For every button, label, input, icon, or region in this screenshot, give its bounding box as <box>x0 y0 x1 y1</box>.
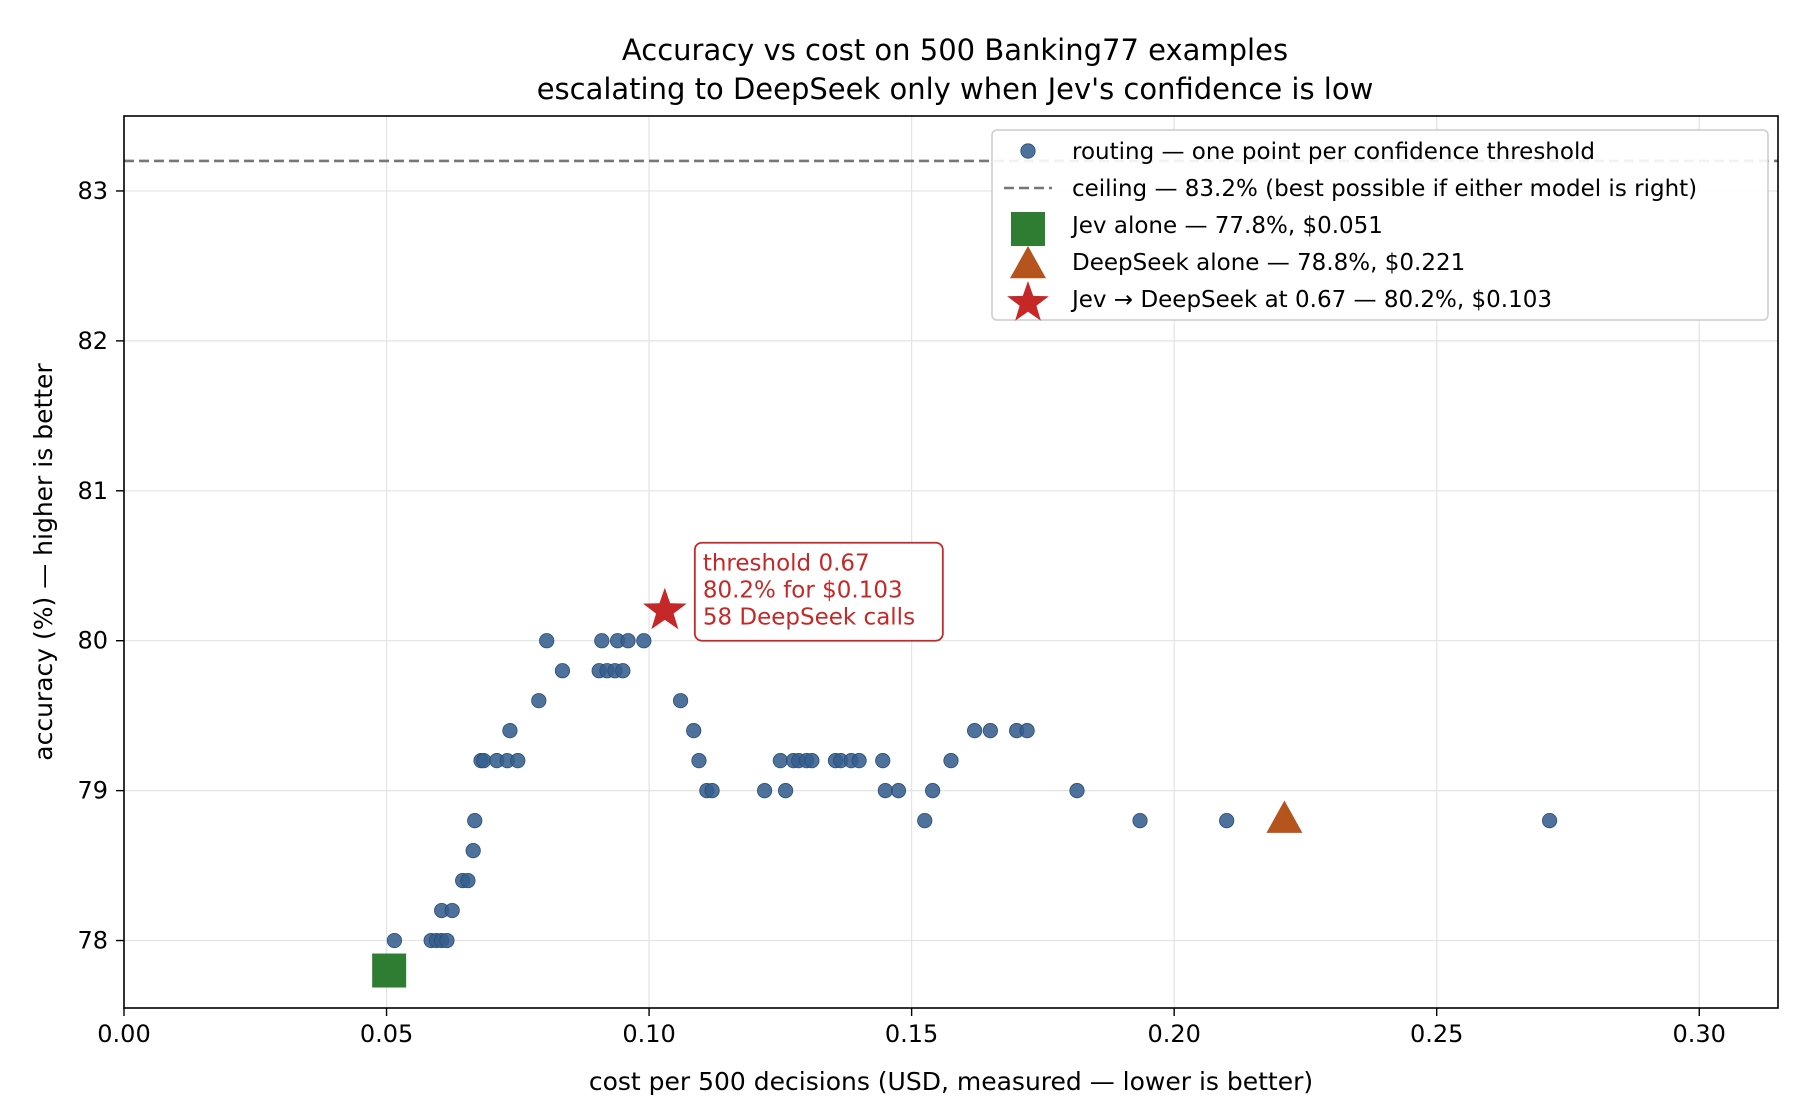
jev-alone-marker <box>372 953 407 988</box>
routing-point <box>672 693 689 709</box>
routing-point <box>875 753 891 769</box>
routing-point <box>925 783 941 799</box>
legend-label: Jev alone — 77.8%, $0.051 <box>1070 213 1383 239</box>
legend-jev-icon <box>1011 212 1045 246</box>
routing-point <box>691 753 707 769</box>
routing-point <box>502 723 518 739</box>
routing-point <box>943 753 959 769</box>
routing-point <box>686 723 702 739</box>
x-tick-label: 0.20 <box>1147 1020 1200 1048</box>
routing-point <box>467 813 483 829</box>
legend-star-icon <box>1007 281 1049 321</box>
routing-point <box>851 753 867 769</box>
deepseek-alone-marker <box>1266 800 1303 833</box>
routing-point <box>1069 783 1085 799</box>
routing-point <box>967 723 983 739</box>
routing-point <box>539 633 555 649</box>
x-axis-label: cost per 500 decisions (USD, measured — … <box>589 1067 1313 1096</box>
y-tick-label: 82 <box>77 327 108 355</box>
y-tick-label: 79 <box>77 777 108 805</box>
routing-point <box>510 753 526 769</box>
legend-label: routing — one point per confidence thres… <box>1072 139 1595 165</box>
chart-subtitle: escalating to DeepSeek only when Jev's c… <box>537 72 1374 106</box>
y-tick-label: 78 <box>77 927 108 955</box>
routing-point <box>917 813 933 829</box>
routing-point <box>777 783 794 799</box>
routing-point <box>877 783 893 799</box>
x-tick-label: 0.25 <box>1410 1020 1463 1048</box>
axis-ticks: 0.00 0.05 0.10 0.15 0.20 0.25 0.30 78 79 80 81 82 83 <box>77 177 1726 1048</box>
legend-label: DeepSeek alone — 78.8%, $0.221 <box>1072 250 1465 276</box>
routing-point <box>704 783 720 799</box>
routing-point <box>554 663 571 679</box>
x-tick-label: 0.00 <box>97 1020 150 1048</box>
annotation-text: threshold 0.67 <box>703 551 870 577</box>
y-tick-label: 81 <box>77 477 108 505</box>
routing-point <box>982 723 998 739</box>
routing-point <box>1019 723 1035 739</box>
routing-point <box>439 932 455 949</box>
routing-point <box>756 783 773 799</box>
routing-point <box>465 842 481 859</box>
y-tick-label: 80 <box>77 627 108 655</box>
routing-point <box>444 902 460 919</box>
routing-point <box>636 633 652 649</box>
y-tick-label: 83 <box>77 177 108 205</box>
routing-point <box>615 663 631 679</box>
x-tick-label: 0.30 <box>1673 1020 1726 1048</box>
routing-point <box>476 753 492 769</box>
routing-point <box>460 872 476 889</box>
routing-point <box>772 753 788 769</box>
y-axis-label: accuracy (%) — higher is better <box>29 363 58 761</box>
routing-point <box>890 783 907 799</box>
routing-point <box>1132 813 1148 829</box>
combined-star-marker <box>643 587 687 630</box>
routing-point <box>620 633 636 649</box>
legend: routing — one point per confidence thres… <box>991 129 1769 321</box>
legend-box <box>991 129 1769 321</box>
plot-frame <box>123 115 1779 1009</box>
x-tick-label: 0.05 <box>360 1020 413 1048</box>
annotation-text: 80.2% for $0.103 <box>703 578 903 604</box>
routing-point <box>804 753 820 769</box>
routing-point <box>1219 813 1235 829</box>
legend-label: ceiling — 83.2% (best possible if either… <box>1072 176 1697 202</box>
annotation-text: 58 DeepSeek calls <box>703 605 915 631</box>
legend-deepseek-icon <box>1010 245 1046 279</box>
routing-point <box>531 693 547 709</box>
legend-label: Jev → DeepSeek at 0.67 — 80.2%, $0.103 <box>1070 287 1552 313</box>
x-tick-label: 0.15 <box>885 1020 938 1048</box>
data-points <box>372 587 1558 988</box>
routing-point <box>386 932 403 949</box>
x-tick-label: 0.10 <box>622 1020 675 1048</box>
chart-title: Accuracy vs cost on 500 Banking77 exampl… <box>622 33 1288 67</box>
legend-routing-icon <box>1020 143 1036 159</box>
routing-point <box>594 633 610 649</box>
annotation-box <box>693 541 944 642</box>
routing-point <box>1541 813 1558 829</box>
